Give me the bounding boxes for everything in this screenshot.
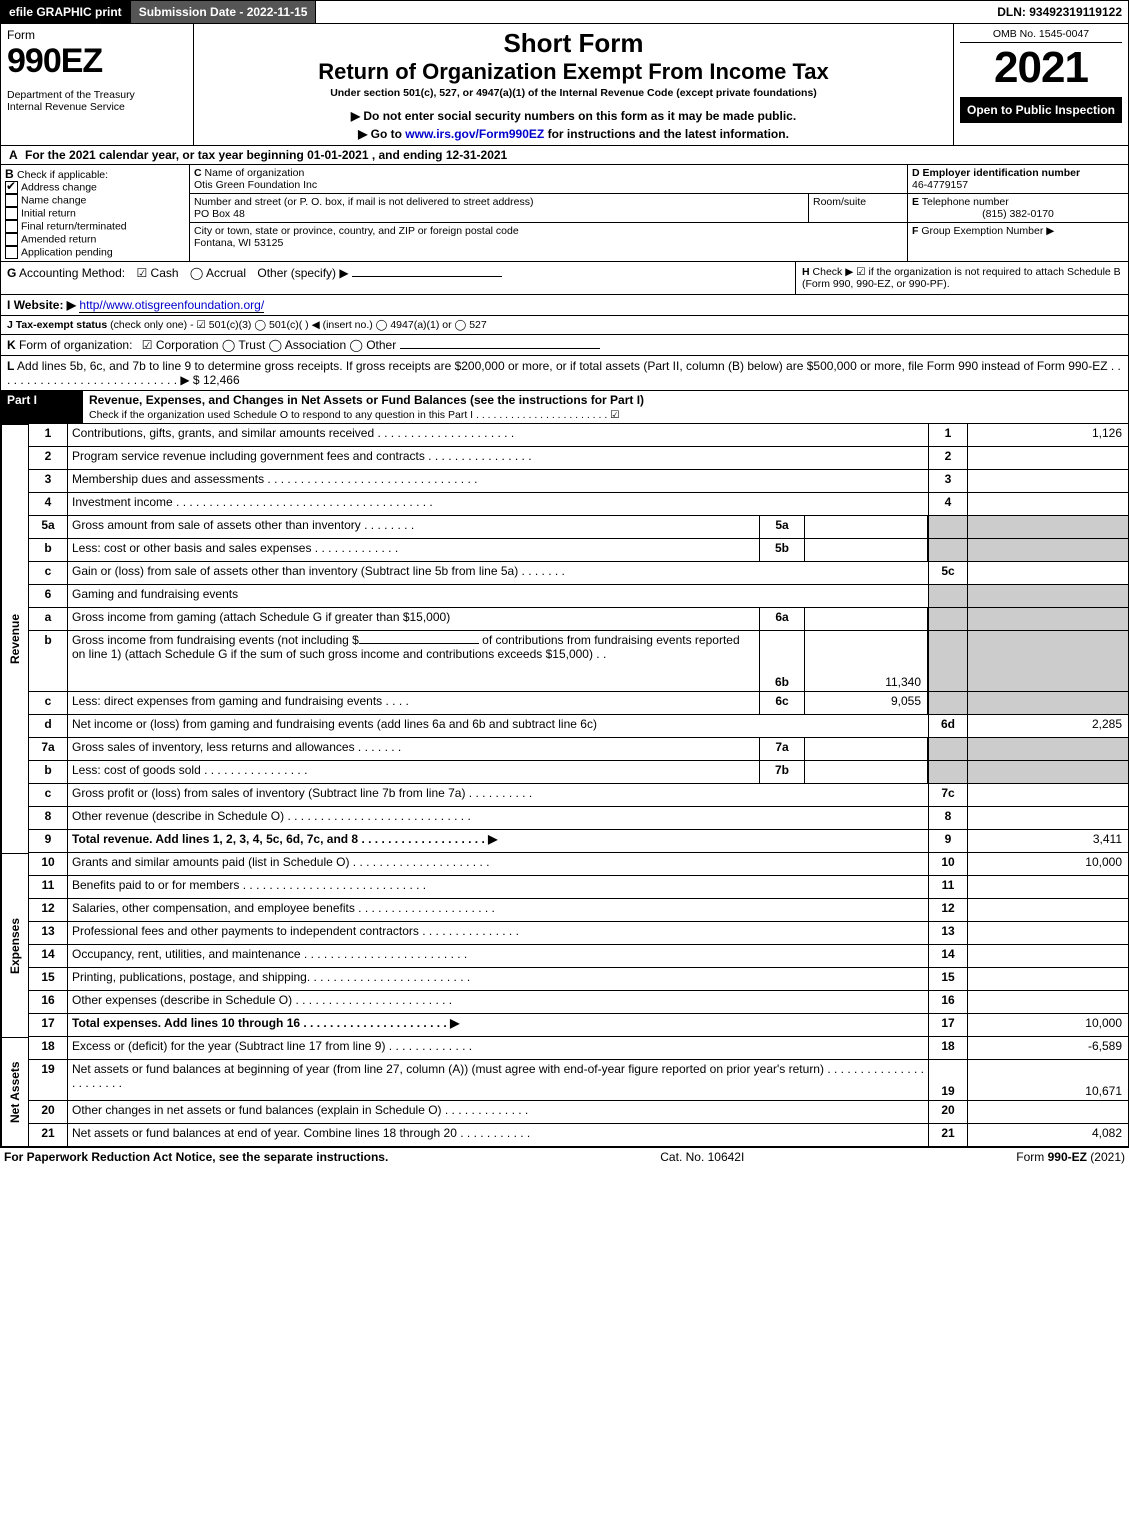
section-bcdef: B Check if applicable: Address change Na…: [0, 165, 1129, 262]
revenue-section: Revenue 1Contributions, gifts, grants, a…: [0, 424, 1129, 853]
note-no-ssn: ▶ Do not enter social security numbers o…: [198, 109, 949, 123]
section-gh: G Accounting Method: ☑ Cash ◯ Accrual Ot…: [0, 262, 1129, 295]
value-6b: 11,340: [805, 631, 928, 691]
section-c: C Name of organization Otis Green Founda…: [190, 165, 908, 261]
org-name: Otis Green Foundation Inc: [194, 179, 903, 191]
section-def: D Employer identification number 46-4779…: [908, 165, 1128, 261]
dln: DLN: 93492319119122: [997, 5, 1128, 19]
title-short-form: Short Form: [198, 28, 949, 59]
section-k: K Form of organization: ☑ Corporation ◯ …: [0, 335, 1129, 356]
value-6d: 2,285: [968, 715, 1128, 737]
org-address: PO Box 48: [194, 208, 804, 220]
top-bar: efile GRAPHIC print Submission Date - 20…: [0, 0, 1129, 24]
value-17: 10,000: [968, 1014, 1128, 1036]
value-6c: 9,055: [805, 692, 928, 714]
department-text: Department of the Treasury Internal Reve…: [7, 89, 187, 113]
form-label: Form: [7, 28, 187, 42]
tax-year: 2021: [960, 43, 1122, 93]
omb-number: OMB No. 1545-0047: [960, 28, 1122, 43]
section-j: J Tax-exempt status (check only one) - ☑…: [0, 316, 1129, 335]
value-18: -6,589: [968, 1037, 1128, 1059]
website-link[interactable]: http//www.otisgreenfoundation.org/: [79, 298, 264, 313]
org-city: Fontana, WI 53125: [194, 237, 903, 249]
chk-amended-return[interactable]: [5, 233, 18, 246]
form-number: 990EZ: [7, 42, 187, 81]
subtitle: Under section 501(c), 527, or 4947(a)(1)…: [198, 87, 949, 99]
section-a: A For the 2021 calendar year, or tax yea…: [0, 146, 1129, 165]
footer: For Paperwork Reduction Act Notice, see …: [0, 1147, 1129, 1166]
chk-application-pending[interactable]: [5, 246, 18, 259]
value-1: 1,126: [968, 424, 1128, 446]
efile-label: efile GRAPHIC print: [1, 1, 131, 23]
chk-final-return[interactable]: [5, 220, 18, 233]
inspection-box: Open to Public Inspection: [960, 97, 1122, 123]
section-h: H Check ▶ ☑ if the organization is not r…: [795, 262, 1128, 294]
form-header: Form 990EZ Department of the Treasury In…: [0, 24, 1129, 146]
room-suite-label: Room/suite: [808, 194, 907, 222]
chk-address-change[interactable]: [5, 181, 18, 194]
net-assets-section: Net Assets 18Excess or (deficit) for the…: [0, 1037, 1129, 1147]
chk-name-change[interactable]: [5, 194, 18, 207]
telephone: (815) 382-0170: [912, 208, 1124, 220]
irs-link[interactable]: www.irs.gov/Form990EZ: [405, 127, 544, 141]
submission-date: Submission Date - 2022-11-15: [131, 1, 317, 23]
section-i: I Website: ▶ http//www.otisgreenfoundati…: [0, 295, 1129, 316]
value-10: 10,000: [968, 853, 1128, 875]
value-19: 10,671: [968, 1060, 1128, 1100]
note-goto: ▶ Go to www.irs.gov/Form990EZ for instru…: [198, 127, 949, 141]
section-l: L Add lines 5b, 6c, and 7b to line 9 to …: [0, 356, 1129, 391]
expenses-section: Expenses 10Grants and similar amounts pa…: [0, 853, 1129, 1037]
section-b: B Check if applicable: Address change Na…: [1, 165, 190, 261]
chk-initial-return[interactable]: [5, 207, 18, 220]
ein: 46-4779157: [912, 179, 1124, 191]
value-21: 4,082: [968, 1124, 1128, 1146]
value-9: 3,411: [968, 830, 1128, 852]
title-return: Return of Organization Exempt From Incom…: [198, 59, 949, 85]
part-i-header: Part I Revenue, Expenses, and Changes in…: [0, 391, 1129, 424]
